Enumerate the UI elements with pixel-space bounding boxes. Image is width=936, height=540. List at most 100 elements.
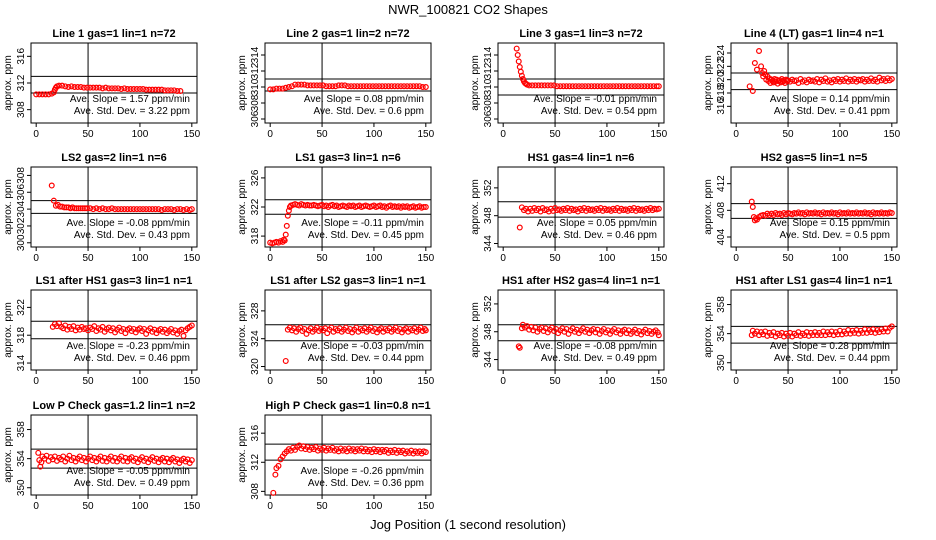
- data-point: [301, 81, 308, 88]
- y-tick-label: 412: [716, 175, 727, 192]
- data-point: [149, 86, 156, 93]
- y-tick-label: 348: [483, 323, 494, 340]
- x-tick-label: 50: [83, 253, 95, 264]
- chart-panel: Line 3 gas=1 lin=3 n=720 50 100 15030630831…: [470, 28, 668, 140]
- slope-annotation: Ave. Slope = 0.28 ppm/min: [770, 341, 890, 352]
- x-tick-label: 100: [599, 129, 616, 140]
- y-tick-label: 408: [716, 202, 727, 219]
- std-dev-annotation: Ave. Std. Dev. = 0.45 ppm: [308, 230, 424, 241]
- data-point: [410, 83, 417, 90]
- data-point: [422, 327, 429, 334]
- y-tick-label: 354: [16, 450, 27, 467]
- data-point: [283, 222, 290, 229]
- x-tick-label: 150: [650, 376, 667, 387]
- x-tick-label: 50: [783, 129, 795, 140]
- std-dev-annotation: Ave. Std. Dev. = 0.44 ppm: [308, 353, 424, 364]
- y-axis-label: approx. ppm: [3, 179, 14, 235]
- data-point: [127, 206, 134, 213]
- y-tick-label: 312: [250, 62, 261, 79]
- data-point: [541, 82, 548, 89]
- data-point: [369, 83, 376, 90]
- plot-frame: [730, 289, 898, 371]
- y-axis-label: approx. ppm: [237, 179, 248, 235]
- data-point: [96, 206, 103, 213]
- data-point: [93, 84, 100, 91]
- data-point: [45, 91, 52, 98]
- y-tick-label: 322: [716, 58, 727, 75]
- y-tick-label: 312: [16, 74, 27, 91]
- data-point: [758, 63, 765, 70]
- plot-frame: [30, 166, 198, 248]
- data-point: [753, 66, 760, 73]
- data-point: [588, 83, 595, 90]
- slope-annotation: Ave. Slope = 0.14 ppm/min: [770, 94, 890, 105]
- data-point: [105, 206, 112, 213]
- data-point: [416, 83, 423, 90]
- data-point: [628, 83, 635, 90]
- x-tick-label: 100: [366, 376, 383, 387]
- data-point: [295, 81, 302, 88]
- plot-frame: [497, 166, 665, 248]
- x-tick-label: 0: [500, 376, 506, 387]
- x-tick-label: 150: [883, 253, 900, 264]
- data-point: [136, 85, 143, 92]
- data-point: [87, 84, 94, 91]
- y-tick-label: 302: [16, 217, 27, 234]
- data-point: [635, 83, 642, 90]
- data-point: [171, 87, 178, 94]
- x-tick-label: 100: [366, 129, 383, 140]
- data-point: [38, 459, 45, 466]
- data-point: [80, 84, 87, 91]
- data-point: [56, 82, 63, 89]
- data-point: [341, 82, 348, 89]
- data-point: [401, 83, 408, 90]
- slope-annotation: Ave. Slope = -0.26 ppm/min: [301, 466, 425, 477]
- y-tick-label: 318: [16, 326, 27, 343]
- data-point: [121, 206, 128, 213]
- x-tick-label: 100: [132, 129, 149, 140]
- plot-frame: [30, 414, 198, 496]
- data-point: [158, 86, 165, 93]
- std-dev-annotation: Ave. Std. Dev. = 0.49 ppm: [541, 353, 657, 364]
- std-dev-annotation: Ave. Std. Dev. = 0.5 ppm: [779, 230, 890, 241]
- data-point: [516, 344, 523, 351]
- x-tick-label: 150: [417, 129, 434, 140]
- y-axis-label: approx. ppm: [703, 179, 714, 235]
- data-point: [551, 82, 558, 89]
- data-point: [385, 83, 392, 90]
- y-tick-label: 358: [16, 421, 27, 438]
- data-point: [161, 87, 168, 94]
- data-point: [529, 82, 536, 89]
- x-tick-label: 0: [267, 129, 273, 140]
- data-point: [313, 82, 320, 89]
- x-tick-label: 100: [132, 253, 149, 264]
- data-point: [108, 205, 115, 212]
- plot-frame: [264, 289, 432, 371]
- data-point: [84, 84, 91, 91]
- data-point: [171, 206, 178, 213]
- data-point: [282, 84, 289, 91]
- data-point: [655, 332, 662, 339]
- data-point: [547, 82, 554, 89]
- data-point: [99, 205, 106, 212]
- data-point: [285, 83, 292, 90]
- slope-annotation: Ave. Slope = 0.15 ppm/min: [770, 218, 890, 229]
- data-point: [270, 489, 277, 496]
- x-tick-label: 150: [417, 501, 434, 512]
- data-point: [140, 206, 147, 213]
- data-point: [96, 84, 103, 91]
- x-tick-label: 0: [33, 253, 39, 264]
- x-tick-label: 0: [733, 129, 739, 140]
- data-point: [133, 206, 140, 213]
- data-point: [413, 83, 420, 90]
- chart-title: LS1 after LS2 gas=3 lin=1 n=1: [270, 275, 426, 287]
- data-point: [272, 471, 279, 478]
- y-tick-label: 308: [483, 94, 494, 111]
- x-tick-label: 50: [317, 129, 329, 140]
- y-tick-label: 326: [250, 169, 261, 186]
- x-tick-label: 150: [417, 376, 434, 387]
- chart-panel: HS1 after LS1 gas=4 lin=1 n=1 0 50 100 150 35…: [703, 275, 901, 387]
- data-point: [288, 83, 295, 90]
- y-tick-label: 300: [16, 234, 27, 251]
